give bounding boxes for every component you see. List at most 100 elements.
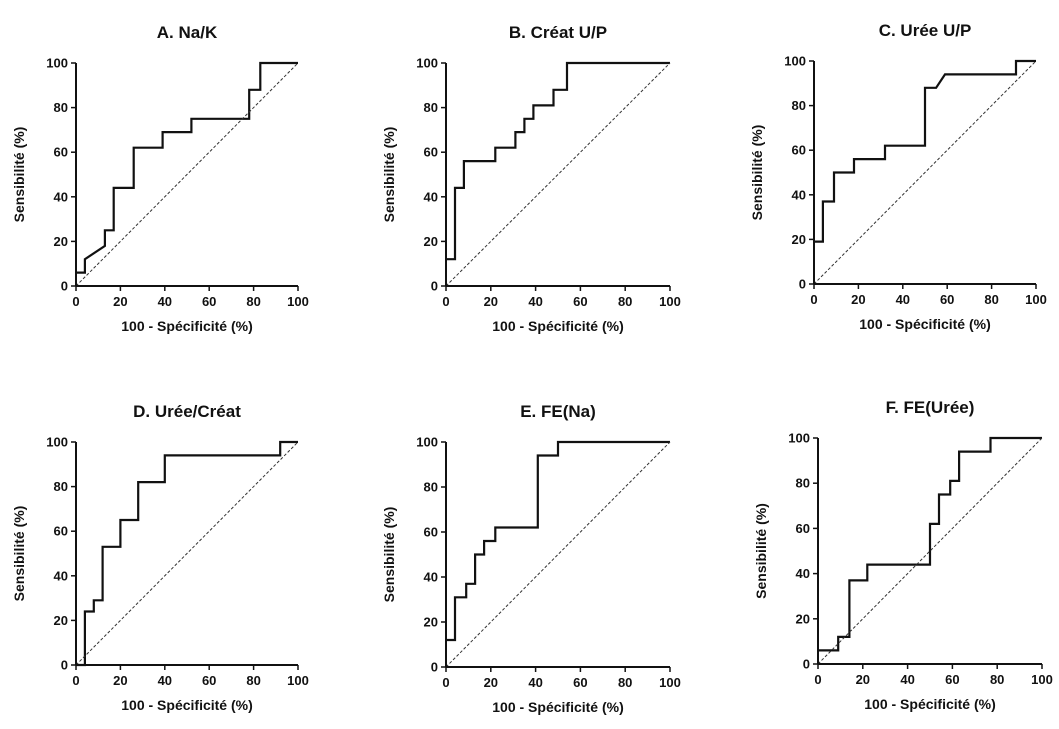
reference-line [445,441,671,668]
y-axis-label: Sensibilité (%) [11,506,27,602]
y-tick-label: 80 [792,98,806,113]
x-tick-label: 0 [810,292,817,307]
panel-title: F. FE(Urée) [886,398,975,417]
y-axis-label: Sensibilité (%) [753,503,769,599]
y-tick-label: 20 [424,615,438,630]
reference-line [75,62,299,287]
y-tick-label: 40 [54,189,68,204]
x-tick-label: 20 [113,294,127,309]
x-tick-label: 40 [896,292,910,307]
x-tick-label: 40 [528,675,542,690]
x-axis-label: 100 - Spécificité (%) [492,318,624,334]
reference-line [75,441,299,666]
roc-curve [446,440,670,642]
x-axis-label: 100 - Spécificité (%) [121,318,253,334]
x-tick-label: 80 [618,294,632,309]
x-tick-label: 60 [940,292,954,307]
y-tick-label: 0 [803,657,810,672]
panel-4: D. Urée/Créat Sensibilité (%) 100 - Spécif… [11,402,309,713]
y-tick-label: 80 [54,100,68,115]
x-tick-label: 80 [990,672,1004,687]
y-axis-label: Sensibilité (%) [11,127,27,223]
x-tick-label: 80 [618,675,632,690]
x-tick-label: 40 [900,672,914,687]
x-tick-label: 60 [202,294,216,309]
y-axis-label: Sensibilité (%) [381,127,397,223]
panel-title: B. Créat U/P [509,23,607,42]
y-tick-label: 100 [46,435,68,450]
y-tick-label: 0 [431,279,438,294]
x-tick-label: 0 [72,673,79,688]
x-tick-label: 100 [287,294,309,309]
x-tick-label: 60 [945,672,959,687]
x-tick-label: 0 [442,294,449,309]
roc-curve [446,61,670,261]
x-tick-label: 100 [1031,672,1053,687]
x-tick-label: 40 [158,673,172,688]
y-tick-label: 20 [54,613,68,628]
y-tick-label: 100 [416,435,438,450]
y-axis-label: Sensibilité (%) [381,507,397,603]
x-tick-label: 0 [72,294,79,309]
x-tick-label: 20 [851,292,865,307]
x-tick-label: 60 [202,673,216,688]
x-tick-label: 100 [287,673,309,688]
y-tick-label: 80 [796,476,810,491]
x-tick-label: 20 [484,294,498,309]
y-tick-label: 100 [784,54,806,69]
panel-title: A. Na/K [157,23,218,42]
x-tick-label: 20 [856,672,870,687]
y-tick-label: 20 [796,611,810,626]
x-axis-label: 100 - Spécificité (%) [859,316,991,332]
x-tick-label: 0 [442,675,449,690]
y-tick-label: 80 [424,100,438,115]
y-tick-label: 20 [54,234,68,249]
y-tick-label: 60 [792,143,806,158]
y-tick-label: 20 [792,232,806,247]
x-tick-label: 40 [528,294,542,309]
y-tick-label: 80 [54,479,68,494]
reference-line [445,62,671,287]
panel-5: E. FE(Na) Sensibilité (%) 100 - Spécificit… [381,402,681,715]
panel-title: E. FE(Na) [520,402,596,421]
y-tick-label: 0 [799,277,806,292]
x-tick-label: 100 [1025,292,1047,307]
x-axis-label: 100 - Spécificité (%) [492,699,624,715]
roc-curve [818,436,1042,652]
y-tick-label: 0 [61,279,68,294]
x-tick-label: 40 [158,294,172,309]
panel-2: B. Créat U/P Sensibilité (%) 100 - Spécifi… [381,23,681,334]
x-tick-label: 60 [573,675,587,690]
y-tick-label: 80 [424,480,438,495]
panel-3: C. Urée U/P Sensibilité (%) 100 - Spécific… [749,21,1047,332]
x-tick-label: 80 [246,673,260,688]
y-tick-label: 100 [46,56,68,71]
roc-curve [76,61,298,274]
y-tick-label: 40 [796,566,810,581]
panel-1: A. Na/K Sensibilité (%) 100 - Spécificité … [11,23,309,334]
reference-line [817,437,1043,665]
y-tick-label: 100 [416,56,438,71]
y-tick-label: 20 [424,234,438,249]
y-tick-label: 40 [54,568,68,583]
x-tick-label: 0 [814,672,821,687]
x-axis-label: 100 - Spécificité (%) [121,697,253,713]
reference-line [813,60,1037,285]
x-axis-label: 100 - Spécificité (%) [864,696,996,712]
roc-curve [814,59,1036,243]
y-tick-label: 60 [796,521,810,536]
x-tick-label: 20 [484,675,498,690]
panel-title: C. Urée U/P [879,21,972,40]
y-tick-label: 40 [424,189,438,204]
y-tick-label: 60 [424,525,438,540]
y-axis-label: Sensibilité (%) [749,125,765,221]
x-tick-label: 100 [659,675,681,690]
panel-6: F. FE(Urée) Sensibilité (%) 100 - Spécific… [753,398,1053,712]
y-tick-label: 100 [788,431,810,446]
x-tick-label: 20 [113,673,127,688]
roc-curve [76,440,298,667]
y-tick-label: 0 [431,660,438,675]
x-tick-label: 80 [246,294,260,309]
x-tick-label: 100 [659,294,681,309]
